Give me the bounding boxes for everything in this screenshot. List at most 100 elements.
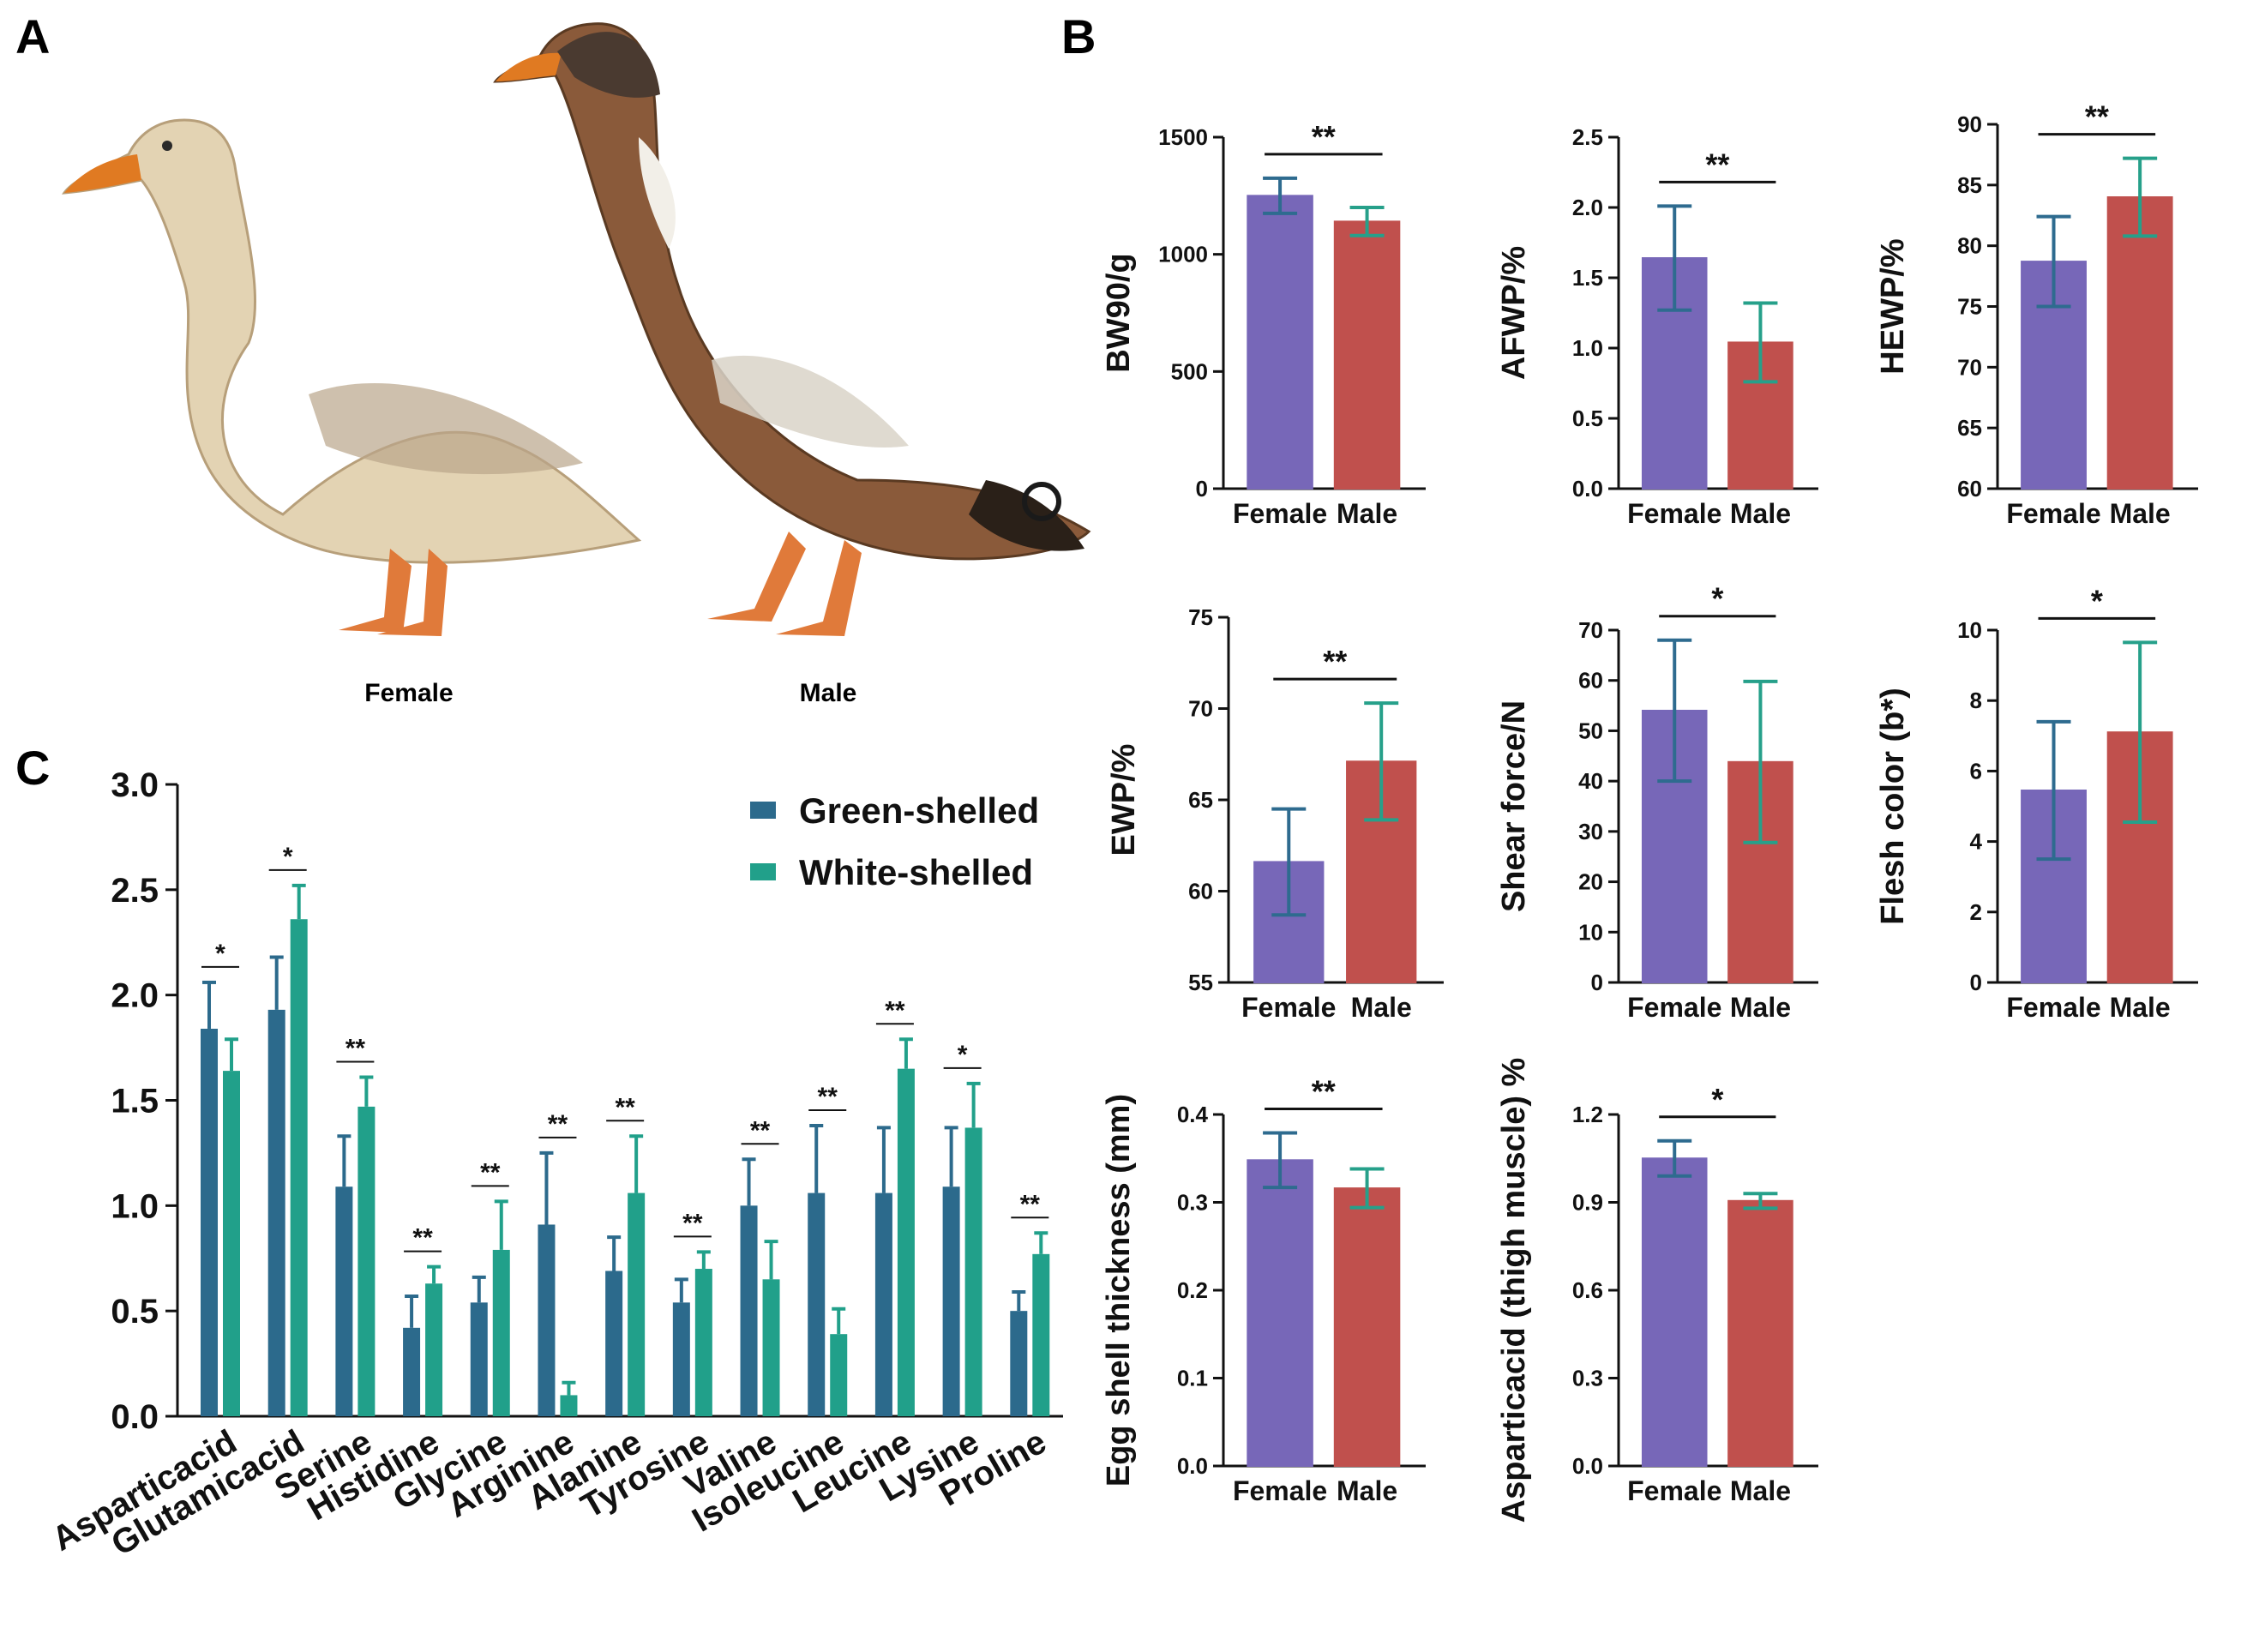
flesh-y-tick-label: 0 [1970, 970, 1982, 995]
bw90-y-axis-label: BW90/g [1101, 253, 1137, 372]
bw90-y-tick-label: 0 [1196, 476, 1208, 502]
flesh-sig-marker: * [2091, 583, 2103, 618]
amino-sig-marker: ** [750, 1116, 771, 1144]
shear-y-axis-label: Shear force/N [1496, 700, 1532, 912]
flesh-x-tick-label: Female [2006, 992, 2100, 1023]
shear-sig-marker: * [1711, 581, 1723, 616]
amino-sig-marker: ** [548, 1110, 568, 1138]
amino-bar-green-shelled [942, 1186, 960, 1416]
hewp-y-tick-label: 65 [1957, 415, 1982, 441]
amino-bar-green-shelled [874, 1192, 892, 1416]
afwp-y-tick-label: 1.0 [1572, 335, 1603, 361]
amino-bar-white-shelled [492, 1249, 510, 1416]
asp-y-tick-label: 0.6 [1572, 1277, 1603, 1303]
legend-label-white-shelled: White-shelled [799, 852, 1033, 892]
amino-bar-green-shelled [470, 1302, 488, 1416]
amino-sig-marker: ** [818, 1083, 838, 1111]
afwp-y-tick-label: 1.5 [1572, 265, 1603, 291]
shear-y-tick-label: 60 [1578, 668, 1603, 694]
amino-sig-marker: ** [480, 1158, 501, 1186]
hewp-y-tick-label: 75 [1957, 294, 1982, 320]
amino-bar-white-shelled [964, 1127, 982, 1416]
afwp-y-tick-label: 2.5 [1572, 124, 1603, 150]
amino-sig-marker: ** [412, 1224, 433, 1253]
amino-y-tick-label: 1.5 [111, 1083, 159, 1120]
flesh-y-tick-label: 6 [1970, 758, 1982, 784]
asp-bar-male [1727, 1199, 1793, 1467]
asp-y-tick-label: 0.9 [1572, 1190, 1603, 1216]
amino-sig-marker: * [283, 843, 293, 871]
legend-swatch-white-shelled [750, 863, 776, 880]
bw90-y-tick-label: 1000 [1158, 242, 1208, 267]
amino-bar-white-shelled [290, 919, 308, 1416]
asp-y-axis-label: Asparticacid (thigh muscle) % [1496, 1058, 1532, 1523]
shear-y-tick-label: 20 [1578, 869, 1603, 895]
flesh-y-tick-label: 2 [1970, 899, 1982, 925]
amino-bar-green-shelled [1010, 1311, 1028, 1416]
flesh-y-tick-label: 8 [1970, 688, 1982, 713]
bw90-x-tick-label: Female [1233, 498, 1327, 529]
amino-bar-white-shelled [1032, 1253, 1050, 1416]
amino-bar-white-shelled [762, 1279, 780, 1416]
ewp-y-tick-label: 60 [1188, 879, 1213, 904]
amino-sig-marker: ** [345, 1034, 366, 1062]
afwp-y-tick-label: 2.0 [1572, 195, 1603, 220]
shear-x-tick-label: Male [1730, 992, 1791, 1023]
panel-label-b: B [1061, 9, 1096, 63]
eggshell-y-tick-label: 0.3 [1177, 1190, 1208, 1216]
shear-y-tick-label: 0 [1591, 970, 1603, 995]
amino-sig-marker: * [215, 940, 225, 968]
amino-y-tick-label: 3.0 [111, 766, 159, 804]
eggshell-y-tick-label: 0.0 [1177, 1453, 1208, 1479]
hewp-y-axis-label: HEWP/% [1875, 238, 1911, 374]
amino-bar-white-shelled [560, 1395, 578, 1416]
amino-bar-green-shelled [201, 1028, 218, 1416]
hewp-y-tick-label: 70 [1957, 354, 1982, 380]
hewp-x-tick-label: Male [2110, 498, 2171, 529]
amino-sig-marker: * [958, 1041, 968, 1069]
asp-x-tick-label: Female [1627, 1475, 1721, 1506]
panel-label-c: C [15, 741, 50, 795]
amino-y-tick-label: 2.5 [111, 872, 159, 910]
afwp-y-tick-label: 0.0 [1572, 476, 1603, 502]
asp-bar-female [1641, 1157, 1708, 1467]
amino-bar-white-shelled [897, 1068, 915, 1416]
amino-y-tick-label: 0.0 [111, 1398, 159, 1436]
shear-y-tick-label: 10 [1578, 919, 1603, 945]
asp-x-tick-label: Male [1730, 1475, 1791, 1506]
female-photo-label: Female [364, 679, 453, 707]
ewp-y-tick-label: 75 [1188, 604, 1213, 630]
bw90-bar-female [1247, 195, 1313, 490]
amino-bar-green-shelled [672, 1302, 690, 1416]
shear-y-tick-label: 30 [1578, 819, 1603, 844]
legend-label-green-shelled: Green-shelled [799, 790, 1039, 831]
amino-bar-green-shelled [808, 1192, 826, 1416]
afwp-x-tick-label: Male [1730, 498, 1791, 529]
hewp-y-tick-label: 60 [1957, 476, 1982, 502]
hewp-x-tick-label: Female [2006, 498, 2100, 529]
eggshell-bar-female [1247, 1159, 1313, 1468]
bw90-y-tick-label: 500 [1171, 358, 1208, 384]
asp-y-tick-label: 0.0 [1572, 1453, 1603, 1479]
afwp-x-tick-label: Female [1627, 498, 1721, 529]
amino-bar-white-shelled [223, 1071, 240, 1416]
amino-y-tick-label: 2.0 [111, 977, 159, 1015]
shear-y-tick-label: 40 [1578, 768, 1603, 794]
eggshell-sig-marker: ** [1312, 1074, 1336, 1109]
asp-y-tick-label: 1.2 [1572, 1102, 1603, 1127]
eggshell-x-tick-label: Female [1233, 1475, 1327, 1506]
ewp-x-tick-label: Female [1241, 992, 1336, 1023]
asp-y-tick-label: 0.3 [1572, 1366, 1603, 1391]
hewp-sig-marker: ** [2085, 99, 2109, 135]
eggshell-y-tick-label: 0.4 [1177, 1102, 1209, 1127]
flesh-y-tick-label: 10 [1957, 617, 1982, 643]
ewp-y-tick-label: 70 [1188, 696, 1213, 722]
bw90-y-tick-label: 1500 [1158, 124, 1208, 150]
amino-bar-green-shelled [538, 1224, 556, 1416]
amino-sig-marker: ** [1020, 1190, 1041, 1218]
amino-sig-marker: ** [682, 1209, 703, 1237]
amino-sig-marker: ** [615, 1093, 635, 1121]
shear-y-tick-label: 70 [1578, 617, 1603, 643]
hewp-bar-male [2106, 196, 2173, 490]
afwp-y-tick-label: 0.5 [1572, 405, 1603, 431]
